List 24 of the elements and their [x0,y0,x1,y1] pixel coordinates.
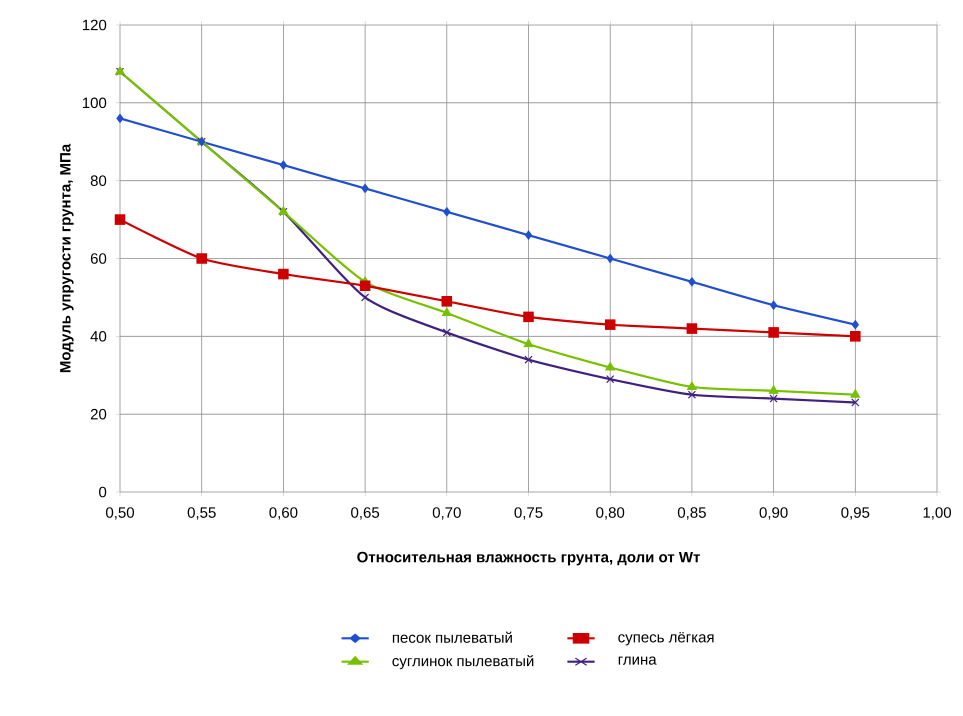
y-tick-label: 80 [90,175,106,186]
legend-label: супесь лёгкая [618,632,714,646]
y-tick-label: 120 [82,20,106,30]
x-tick-label: 0,85 [678,507,706,520]
x-tick-label: 0,95 [841,507,870,520]
y-tick-label: 0 [99,486,106,498]
x-tick-label: 0,65 [351,507,380,520]
x-tick-label: 0,80 [596,507,624,520]
x-tick-label: 1,00 [924,507,952,520]
x-tick-label: 0,75 [514,507,542,520]
y-tick-label: 100 [82,98,106,108]
x-tick-label: 0,50 [106,507,134,520]
x-axis-title: Относительная влажность грунта, доли от Wт [357,552,700,566]
x-tick-label: 0,60 [269,507,298,520]
x-tick-label: 0,55 [188,507,216,520]
y-axis-title: Модуль упругости грунта, МПа [60,144,74,372]
legend-label: суглинок пылеватый [392,654,534,670]
y-tick-label: 20 [90,408,106,420]
y-tick-label: 60 [90,253,106,264]
legend-label: глина [618,656,657,665]
x-tick-label: 0,90 [760,507,788,520]
legend-label: песок пылеватый [392,632,512,643]
x-tick-label: 0,70 [432,507,461,520]
y-tick-label: 40 [90,331,106,342]
